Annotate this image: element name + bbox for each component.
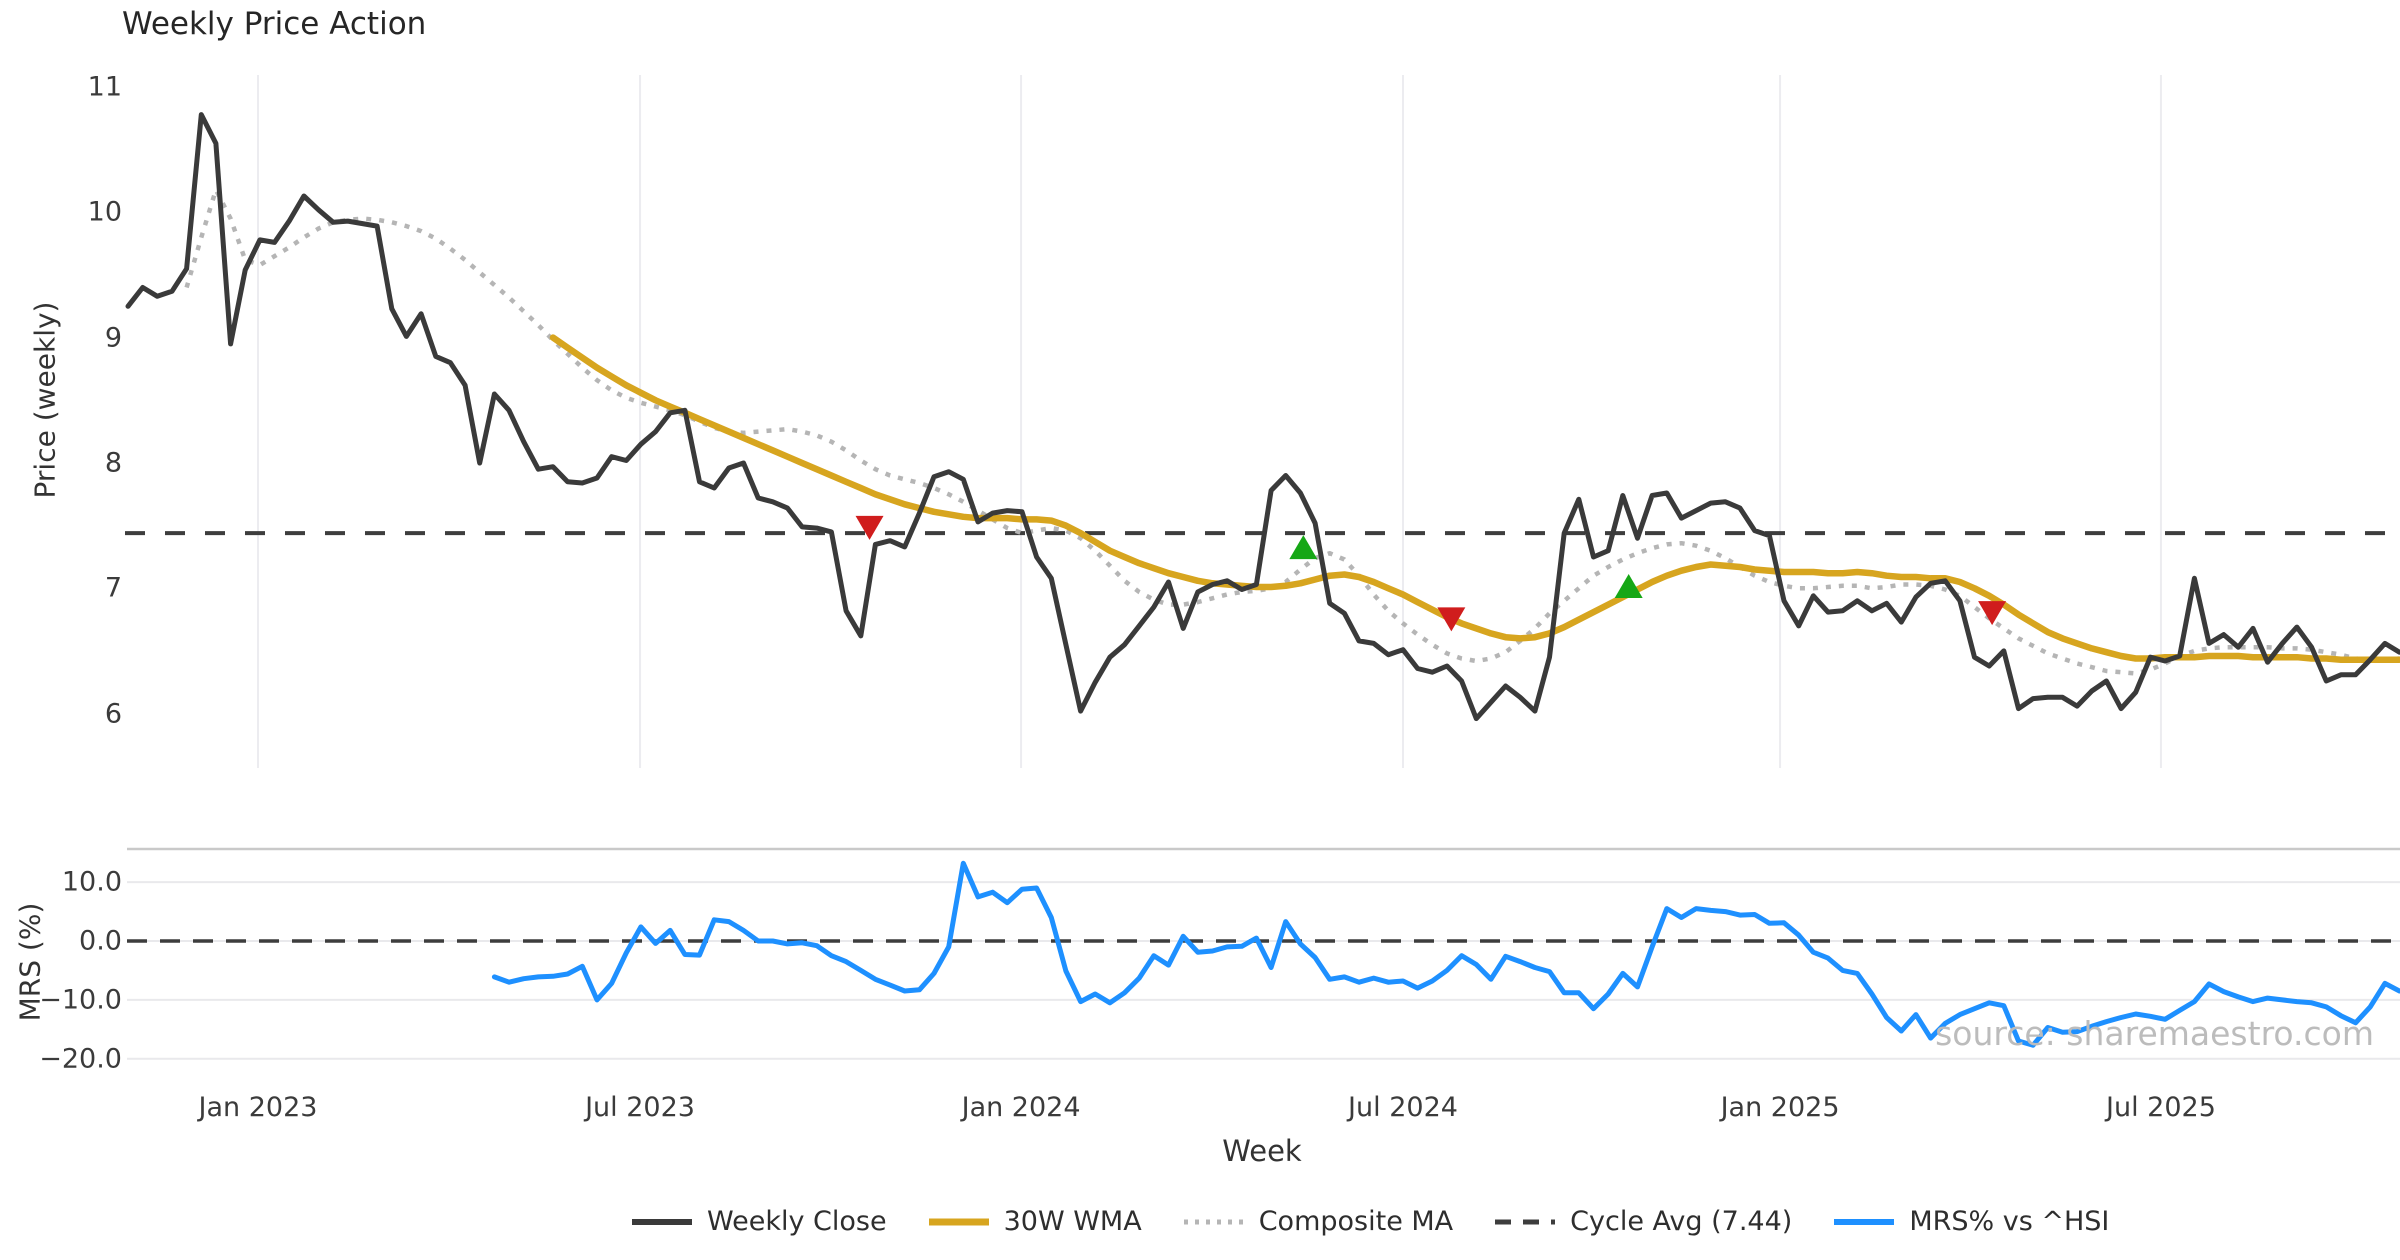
legend-label: 30W WMA bbox=[1003, 1206, 1142, 1237]
legend-item-weekly-close: Weekly Close bbox=[630, 1206, 887, 1237]
price-y-tick: 9 bbox=[104, 322, 122, 354]
buy-marker-icon bbox=[1614, 574, 1643, 599]
legend-label: MRS% vs ^HSI bbox=[1909, 1206, 2110, 1237]
legend-swatch-icon bbox=[1183, 1219, 1244, 1224]
sell-marker-icon bbox=[855, 515, 884, 540]
mrs-y-tick: 10.0 bbox=[61, 866, 122, 898]
legend-item-30w-wma: 30W WMA bbox=[927, 1206, 1142, 1237]
legend-swatch-icon bbox=[632, 1218, 692, 1225]
legend-label: Composite MA bbox=[1258, 1206, 1454, 1237]
price-y-tick: 6 bbox=[104, 698, 122, 730]
x-tick-jul-2023: Jul 2023 bbox=[585, 1092, 695, 1123]
chart-title: Weekly Price Action bbox=[122, 6, 427, 42]
sell-marker-icon bbox=[1978, 601, 2007, 626]
price-y-tick: 11 bbox=[87, 71, 122, 103]
legend-label: Weekly Close bbox=[707, 1206, 887, 1237]
price-y-tick: 7 bbox=[104, 572, 122, 604]
x-tick-jul-2025: Jul 2025 bbox=[2106, 1092, 2216, 1123]
mrs-y-tick: −20.0 bbox=[39, 1043, 122, 1075]
legend-swatch-icon bbox=[1495, 1219, 1556, 1224]
price-y-tick: 10 bbox=[87, 196, 122, 228]
chart-legend: Weekly Close 30W WMA Composite MA Cycle Avg… bbox=[630, 1206, 2109, 1237]
legend-item-cycle-avg-7-44-: Cycle Avg (7.44) bbox=[1493, 1206, 1792, 1237]
legend-label: Cycle Avg (7.44) bbox=[1570, 1206, 1793, 1237]
legend-swatch-icon bbox=[928, 1218, 989, 1225]
mrs-y-tick: −10.0 bbox=[39, 984, 122, 1016]
legend-item-composite-ma: Composite MA bbox=[1182, 1206, 1453, 1237]
x-tick-jan-2024: Jan 2024 bbox=[961, 1092, 1081, 1123]
mrs-y-tick: 0.0 bbox=[79, 925, 122, 957]
x-axis-label: Week bbox=[1222, 1134, 1302, 1168]
x-tick-jul-2024: Jul 2024 bbox=[1348, 1092, 1458, 1123]
sell-marker-icon bbox=[1437, 607, 1466, 632]
weekly-close-line bbox=[125, 112, 2400, 722]
composite-ma-line bbox=[184, 187, 2400, 676]
mrs-line bbox=[491, 860, 2400, 1048]
wma-line bbox=[549, 334, 2400, 663]
price-y-tick: 8 bbox=[104, 447, 122, 479]
legend-item-mrs-vs-hsi: MRS% vs ^HSI bbox=[1832, 1206, 2109, 1237]
watermark: source: sharemaestro.com bbox=[1935, 1014, 2374, 1053]
legend-swatch-icon bbox=[1834, 1218, 1895, 1225]
x-tick-jan-2025: Jan 2025 bbox=[1720, 1092, 1840, 1123]
buy-marker-icon bbox=[1289, 535, 1318, 560]
x-tick-jan-2023: Jan 2023 bbox=[198, 1092, 318, 1123]
